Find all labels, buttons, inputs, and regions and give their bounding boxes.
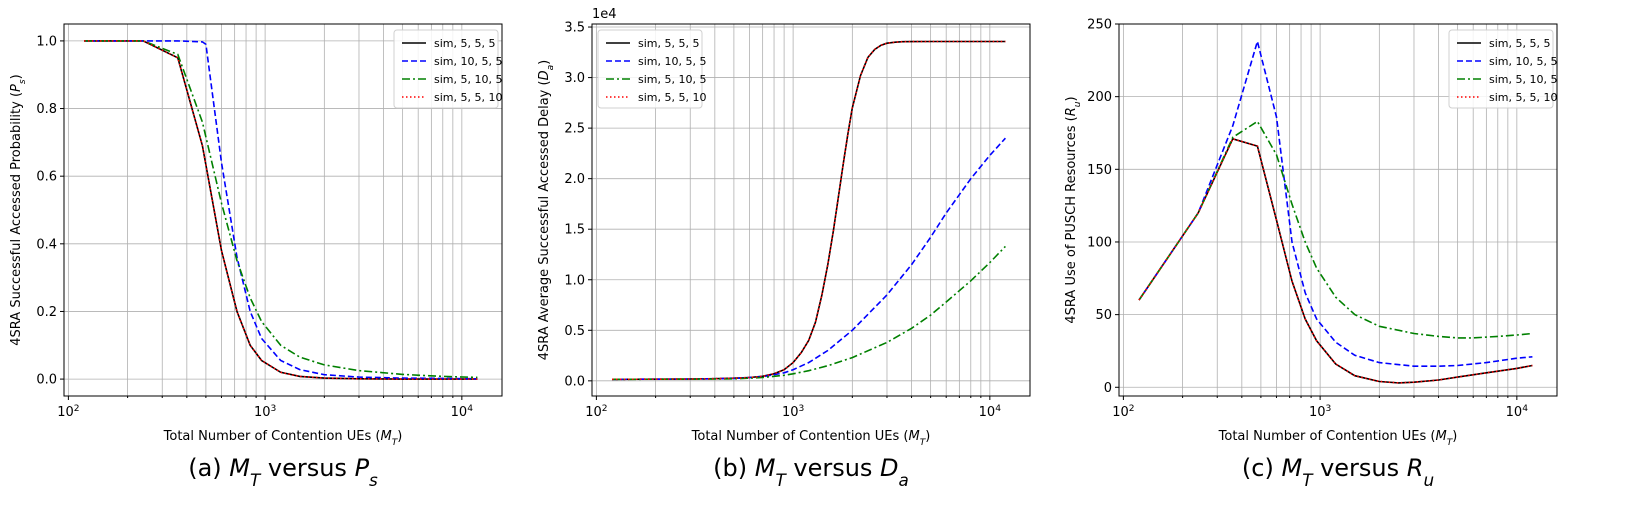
legend-box [597, 29, 703, 109]
y-tick-label: 150 [1087, 163, 1112, 178]
x-axis-label: Total Number of Contention UEs (MT) [1218, 429, 1458, 448]
chart-panel-a: 102 103 104 0.0 0.2 0.4 0.6 0.8 1.0 Total Number … [9, 23, 503, 490]
legend-entry: sim, 5, 5, 10 [638, 91, 706, 104]
series-line-2 [1138, 38, 1533, 368]
y-scale-label: 1e4 [592, 7, 617, 22]
x-tick-label: 103 [254, 404, 277, 420]
y-tick-label: 1.0 [564, 273, 585, 288]
x-tick-label: 103 [782, 404, 805, 420]
x-tick-label: 102 [57, 404, 79, 420]
panel-caption: (b) MT versus Da [713, 454, 909, 490]
y-tick-label: 0.6 [36, 170, 57, 185]
x-axis-label: Total Number of Contention UEs (MT) [691, 429, 931, 448]
legend-entry: sim, 5, 5, 5 [1489, 37, 1550, 50]
legend-entry: sim, 5, 5, 10 [1489, 91, 1557, 104]
legend: sim, 5, 5, 5 sim, 10, 5, 5 sim, 5, 10, 5 si… [393, 29, 502, 109]
y-axis-label: 4SRA Average Successful Accessed Delay (… [537, 60, 556, 361]
x-tick-label: 102 [1112, 404, 1134, 420]
x-tick-label: 104 [979, 404, 1002, 420]
y-tick-label: 0.5 [564, 324, 585, 339]
y-tick-label: 1.0 [36, 34, 57, 49]
legend-entry: sim, 5, 5, 5 [638, 37, 699, 50]
plot-frame [591, 23, 1031, 397]
legend-box [1448, 29, 1554, 109]
series-line-4 [1138, 137, 1533, 384]
legend-entry: sim, 10, 5, 5 [434, 55, 502, 68]
grid [592, 24, 1030, 396]
y-tick-label: 250 [1087, 18, 1112, 33]
grid [64, 24, 502, 396]
legend-entry: sim, 5, 10, 5 [638, 73, 706, 86]
legend-entry: sim, 5, 5, 5 [434, 37, 495, 50]
x-axis-label: Total Number of Contention UEs (MT) [163, 429, 403, 448]
y-tick-label: 2.0 [564, 172, 585, 187]
legend-entry: sim, 5, 10, 5 [434, 73, 502, 86]
plot-frame [63, 23, 503, 397]
y-tick-label: 3.5 [564, 21, 585, 36]
legend: sim, 5, 5, 5 sim, 10, 5, 5 sim, 5, 10, 5 si… [1448, 29, 1557, 109]
series-line-4 [84, 40, 478, 380]
panel-caption: (c) MT versus Ru [1242, 454, 1434, 490]
series-line-3 [611, 245, 1006, 381]
y-tick-label: 0.0 [36, 373, 57, 388]
y-tick-label: 0.2 [36, 305, 57, 320]
chart-panel-b: 102 103 104 0.0 0.5 1.0 1.5 2.0 2.5 3.0 3.5 1e4 Tota… [537, 7, 1031, 490]
chart-panel-c: 102 103 104 0 50 100 150 200 250 Total Number of … [1064, 18, 1558, 490]
series-line-3 [1138, 120, 1533, 339]
plot-frame [1118, 23, 1558, 397]
x-tick-label: 104 [451, 404, 474, 420]
series-line-4 [611, 40, 1006, 381]
panel-caption: (a) MT versus Ps [188, 454, 378, 490]
y-tick-label: 50 [1095, 308, 1112, 323]
y-axis-label: 4SRA Successful Accessed Probability (Ps… [9, 74, 28, 345]
legend-entry: sim, 10, 5, 5 [1489, 55, 1557, 68]
y-tick-label: 2.5 [564, 122, 585, 137]
legend: sim, 5, 5, 5 sim, 10, 5, 5 sim, 5, 10, 5 si… [597, 29, 706, 109]
y-tick-label: 0 [1104, 381, 1112, 396]
legend-entry: sim, 10, 5, 5 [638, 55, 706, 68]
legend-entry: sim, 5, 5, 10 [434, 91, 502, 104]
y-tick-label: 0.8 [36, 102, 57, 117]
y-tick-label: 0.0 [564, 374, 585, 389]
legend-box [393, 29, 499, 109]
y-tick-label: 3.0 [564, 71, 585, 86]
legend-entry: sim, 5, 10, 5 [1489, 73, 1557, 86]
y-tick-label: 200 [1087, 90, 1112, 105]
y-tick-label: 0.4 [36, 237, 57, 252]
y-axis-label: 4SRA Use of PUSCH Resources (Ru) [1064, 96, 1083, 323]
x-tick-label: 104 [1506, 404, 1529, 420]
x-tick-label: 102 [585, 404, 607, 420]
y-tick-label: 1.5 [564, 223, 585, 238]
series-line-2 [84, 40, 478, 380]
x-tick-label: 103 [1309, 404, 1332, 420]
y-tick-label: 100 [1087, 235, 1112, 250]
series-line-3 [84, 40, 478, 379]
